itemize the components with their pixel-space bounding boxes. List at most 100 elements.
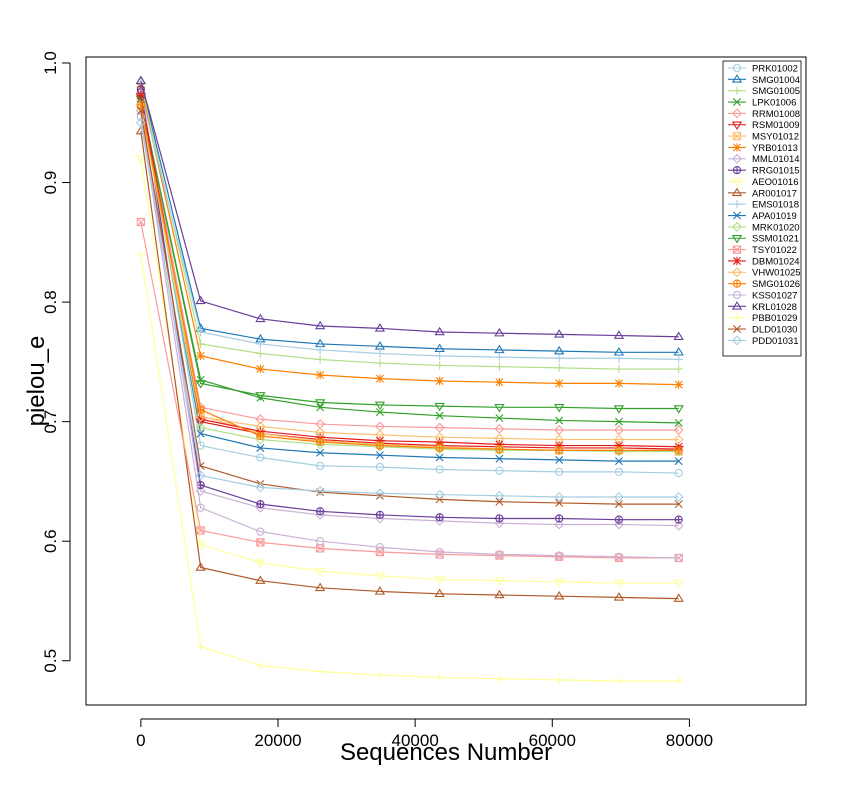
series-line-smg01005 [140, 83, 679, 370]
data-point-mml01014 [494, 518, 505, 529]
data-point-ssm01021 [434, 402, 445, 412]
data-point-mml01014 [554, 519, 565, 530]
data-point-ssm01021 [494, 404, 505, 413]
legend-label-ar001017: AR001017 [752, 188, 797, 199]
legend-entry-aeo01016: AEO01016 [728, 177, 798, 188]
legend-entry-smg01005: SMG01005 [728, 86, 800, 97]
legend-label-msy01012: MSY01012 [752, 132, 799, 143]
series-pdd01031 [135, 117, 684, 502]
data-point-aeo01016 [135, 155, 147, 164]
series-line-apa01019 [140, 98, 679, 462]
data-point-rrg01015 [375, 510, 385, 520]
legend-marker-ar001017 [731, 187, 743, 197]
data-point-kss01027 [674, 553, 683, 563]
data-point-tsy01022 [196, 526, 205, 535]
data-point-ssm01021 [553, 404, 565, 413]
data-point-kss01027 [555, 551, 564, 560]
data-point-vhw01025 [315, 427, 326, 438]
data-point-ems01018 [375, 349, 385, 358]
data-point-mrk01020 [315, 439, 326, 450]
x-tick-label: 60000 [529, 731, 576, 750]
series-line-lpk01006 [140, 98, 679, 424]
series-line-smg01004 [140, 80, 679, 353]
data-point-smg01026-cross [675, 446, 683, 454]
data-point-tsy01022 [256, 538, 265, 547]
series-rrm01008 [135, 87, 684, 435]
data-point-prk01002 [256, 453, 265, 462]
series-aeo01016 [135, 155, 684, 589]
data-point-ar001017 [434, 588, 445, 598]
x-axis-title: Sequences Number [340, 739, 552, 766]
series-line-aeo01016 [140, 158, 679, 584]
data-point-apa01019 [196, 429, 205, 438]
data-point-vhw01025 [673, 434, 684, 445]
legend-label-tsy01022: TSY01022 [752, 245, 797, 256]
data-point-yrb01013 [196, 351, 205, 361]
data-point-apa01019 [495, 454, 504, 463]
data-point-yrb01013 [256, 364, 265, 374]
data-point-pdd01031 [255, 482, 266, 493]
series-mml01014 [135, 105, 684, 531]
data-point-pbb01029 [554, 675, 564, 685]
legend-label-krl01028: KRL01028 [752, 302, 797, 313]
series-line-pbb01029 [140, 254, 679, 682]
legend-marker-smg01026 [732, 279, 742, 288]
series-line-vhw01025 [140, 107, 679, 441]
data-point-smg01026-cross [615, 446, 623, 454]
data-point-aeo01016 [434, 576, 445, 585]
legend-entry-tsy01022: TSY01022 [728, 245, 797, 256]
data-point-pbb01029 [196, 642, 205, 651]
data-point-kss01027 [315, 537, 325, 546]
legend-entry-pdd01031: PDD01031 [728, 335, 798, 347]
series-layer [135, 75, 684, 686]
data-point-rrg01015 [555, 514, 564, 523]
legend-label-yrb01013: YRB01013 [752, 143, 798, 154]
data-point-pbb01029 [136, 250, 146, 259]
data-point-smg01026 [375, 441, 385, 450]
data-point-ems01018 [554, 354, 564, 363]
data-point-prk01002 [495, 466, 504, 475]
legend-entry-dbm01024: DBM01024 [728, 256, 800, 267]
legend-marker-rrg01015 [732, 165, 742, 175]
data-point-smg01004 [494, 344, 505, 354]
data-point-smg01026 [196, 405, 205, 414]
data-point-tsy01022 [614, 553, 624, 563]
data-point-dld01030 [495, 497, 504, 506]
data-point-smg01004 [374, 341, 386, 350]
legend-entry-smg01004: SMG01004 [728, 74, 800, 86]
legend-marker-kss01027 [732, 290, 742, 300]
series-line-rrm01008 [140, 92, 679, 431]
legend-label-lpk01006: LPK01006 [752, 97, 796, 108]
series-smg01005 [136, 79, 683, 374]
data-point-rrg01015-cross [256, 500, 264, 508]
data-point-yrb01013 [495, 377, 504, 387]
data-point-prk01002 [674, 468, 683, 478]
series-line-yrb01013 [140, 86, 679, 386]
y-tick-label: 0.5 [41, 649, 60, 673]
data-point-smg01005 [315, 355, 325, 364]
data-point-yrb01013 [674, 380, 683, 389]
data-point-lpk01006 [435, 411, 444, 420]
legend-marker-msy01012 [732, 131, 742, 141]
data-point-rrg01015 [256, 499, 265, 509]
data-point-smg01026 [315, 437, 325, 447]
data-point-aeo01016 [374, 572, 386, 582]
data-point-apa01019 [614, 457, 623, 466]
legend-label-kss01027: KSS01027 [752, 290, 797, 301]
legend-label-ssm01021: SSM01021 [752, 234, 799, 245]
series-vhw01025 [135, 102, 684, 445]
data-point-krl01028 [135, 75, 147, 85]
data-point-ssm01021 [255, 392, 266, 401]
data-point-smg01026 [256, 431, 265, 441]
data-point-smg01026-cross [316, 438, 324, 446]
data-point-ar001017 [673, 593, 684, 602]
legend-marker-smg01026-cross [733, 280, 741, 288]
series-dld01030 [136, 106, 683, 509]
data-point-apa01019 [375, 451, 384, 460]
y-tick-label: 0.7 [41, 410, 60, 434]
data-point-smg01026-cross [436, 444, 444, 452]
legend-label-smg01004: SMG01004 [752, 75, 800, 86]
data-point-ems01018 [495, 352, 504, 362]
data-point-rrg01015 [435, 513, 444, 522]
